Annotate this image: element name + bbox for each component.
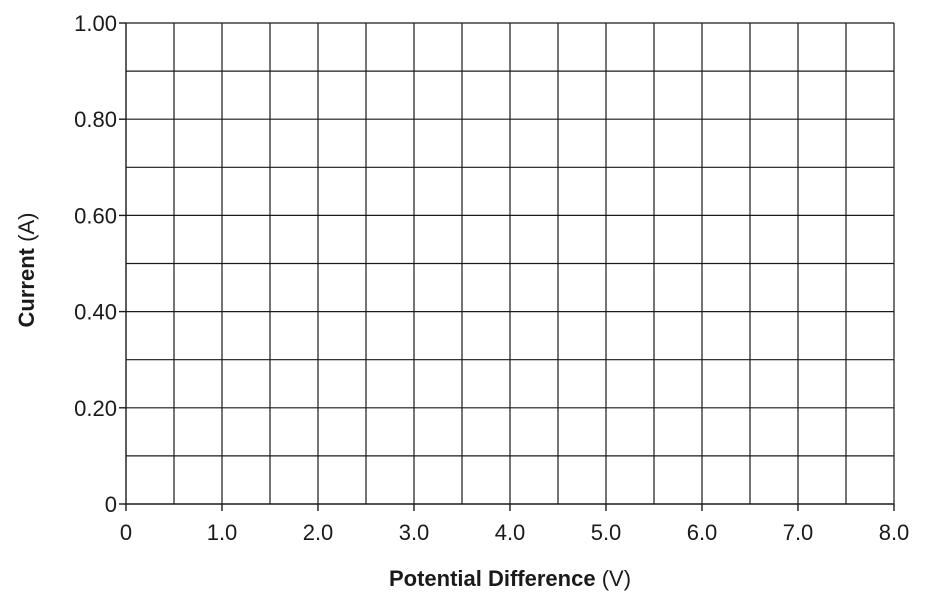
x-tick-label: 1.0 [207, 520, 238, 545]
y-tick-label: 0.80 [74, 107, 117, 132]
y-tick-label: 0.40 [74, 300, 117, 325]
x-axis-title: Potential Difference (V) [389, 566, 631, 591]
x-tick-label: 0 [120, 520, 132, 545]
grid [126, 22, 895, 504]
y-axis-title-unit: (A) [14, 213, 39, 242]
x-tick-label: 6.0 [687, 520, 718, 545]
x-tick-label: 5.0 [591, 520, 622, 545]
y-tick-label: 1.00 [74, 11, 117, 36]
y-tick-label: 0.20 [74, 396, 117, 421]
y-ticks: 0 0.20 0.40 0.60 0.80 1.00 [74, 11, 126, 517]
y-axis-title-name: Current [14, 247, 39, 327]
x-ticks: 0 1.0 2.0 3.0 4.0 5.0 6.0 7.0 8.0 [120, 504, 909, 545]
x-tick-label: 7.0 [783, 520, 814, 545]
y-axis-title: Current (A) [14, 213, 39, 328]
x-tick-label: 3.0 [399, 520, 430, 545]
x-axis-title-name: Potential Difference [389, 566, 596, 591]
x-tick-label: 2.0 [303, 520, 334, 545]
y-tick-label: 0.60 [74, 203, 117, 228]
y-tick-label: 0 [105, 492, 117, 517]
x-axis-title-unit: (V) [602, 566, 631, 591]
x-tick-label: 8.0 [879, 520, 910, 545]
x-tick-label: 4.0 [495, 520, 526, 545]
